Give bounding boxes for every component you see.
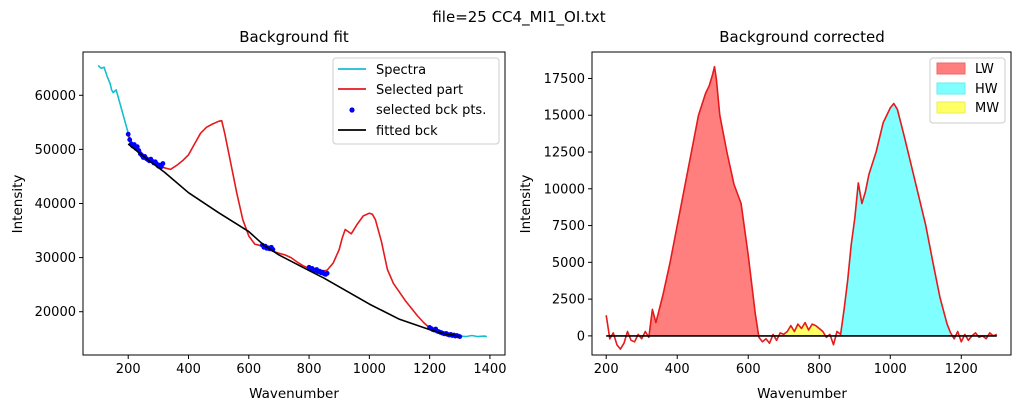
x-tick-label: 400 xyxy=(176,362,201,377)
y-tick-label: 60000 xyxy=(35,89,76,104)
y-axis-label: Intensity xyxy=(518,175,534,234)
x-axis-label: Wavenumber xyxy=(249,386,339,402)
series-lw-0-area xyxy=(648,66,759,336)
x-tick-label: 1000 xyxy=(353,362,386,377)
x-tick-label: 200 xyxy=(594,362,619,377)
legend-frame xyxy=(332,57,500,145)
x-tick-label: 1200 xyxy=(945,362,978,377)
x-tick-label: 800 xyxy=(297,362,322,377)
x-tick-label: 1200 xyxy=(413,362,446,377)
panel-background-fit: Background fit 200 400 600 800 1000 1200 14002… xyxy=(10,28,506,402)
y-tick-label: 40000 xyxy=(35,197,76,212)
x-tick-label: 400 xyxy=(665,362,690,377)
series-mw-1-area xyxy=(783,322,827,336)
legend-swatch-bck-pts xyxy=(349,107,355,113)
x-tick-label: 800 xyxy=(807,362,832,377)
legend-label-selected-part: Selected part xyxy=(376,83,463,98)
y-tick-label: 20000 xyxy=(35,305,76,320)
series-spectra-0 xyxy=(97,64,135,148)
y-tick-label: 0 xyxy=(577,329,585,344)
legend-swatch-lw xyxy=(936,62,966,75)
x-tick-label: 1400 xyxy=(473,362,506,377)
y-tick-label: 10000 xyxy=(544,182,585,197)
y-tick-label: 17500 xyxy=(544,72,585,87)
series-layer xyxy=(605,65,998,350)
y-tick-label: 7500 xyxy=(552,219,585,234)
panel-title: Background fit xyxy=(239,28,349,46)
panel-title: Background corrected xyxy=(719,28,885,46)
legend-label-spectra: Spectra xyxy=(376,63,426,78)
series-selected-bck-pts--3-point xyxy=(125,131,131,137)
x-tick-label: 600 xyxy=(736,362,761,377)
legend-label-lw: LW xyxy=(975,62,994,77)
y-tick-label: 12500 xyxy=(544,146,585,161)
series-layer xyxy=(97,64,488,339)
series-hw-2-area xyxy=(840,103,951,336)
legend-label-hw: HW xyxy=(975,82,998,97)
legend-swatch-hw xyxy=(936,82,966,95)
plot-frame xyxy=(591,51,1012,356)
fills-layer xyxy=(648,66,951,336)
series-fitted-bck-4 xyxy=(127,143,460,337)
x-tick-label: 200 xyxy=(116,362,141,377)
x-tick-label: 1000 xyxy=(874,362,907,377)
y-axis-label: Intensity xyxy=(10,175,26,234)
panel-background-corrected: Background corrected 200 400 600 800 1000 120… xyxy=(518,28,1012,402)
series-line-3 xyxy=(605,65,998,350)
legend-label-mw: MW xyxy=(975,101,999,116)
legend: LW HW MW xyxy=(929,57,1006,124)
y-tick-label: 50000 xyxy=(35,143,76,158)
series-selected-bck-pts--3-point xyxy=(324,270,330,276)
axis-ticks: 200 400 600 800 1000 1200 1400 20000 30000 40000 5… xyxy=(35,89,507,377)
legend-swatch-mw xyxy=(936,101,966,114)
y-tick-label: 30000 xyxy=(35,251,76,266)
series-selected-bck-pts--3-point xyxy=(134,144,140,150)
series-selected-bck-pts--3-point xyxy=(127,137,133,143)
legend-label-bck-pts: selected bck pts. xyxy=(376,103,486,118)
figure-suptitle: file=25 CC4_MI1_OI.txt xyxy=(432,8,605,27)
series-selected-part-2 xyxy=(127,119,460,338)
legend-label-fitted-bck: fitted bck xyxy=(376,124,438,139)
series-selected-bck-pts--3-point xyxy=(160,161,166,166)
axis-ticks: 200 400 600 800 1000 1200 0 2500 5000 7500 10000 12… xyxy=(544,72,978,377)
x-axis-label: Wavenumber xyxy=(757,386,847,402)
x-tick-label: 600 xyxy=(236,362,261,377)
y-tick-label: 2500 xyxy=(552,293,585,308)
plot-frame xyxy=(82,51,506,356)
y-tick-label: 15000 xyxy=(544,109,585,124)
y-tick-label: 5000 xyxy=(552,256,585,271)
legend: Spectra Selected part selected bck pts. … xyxy=(332,57,500,145)
